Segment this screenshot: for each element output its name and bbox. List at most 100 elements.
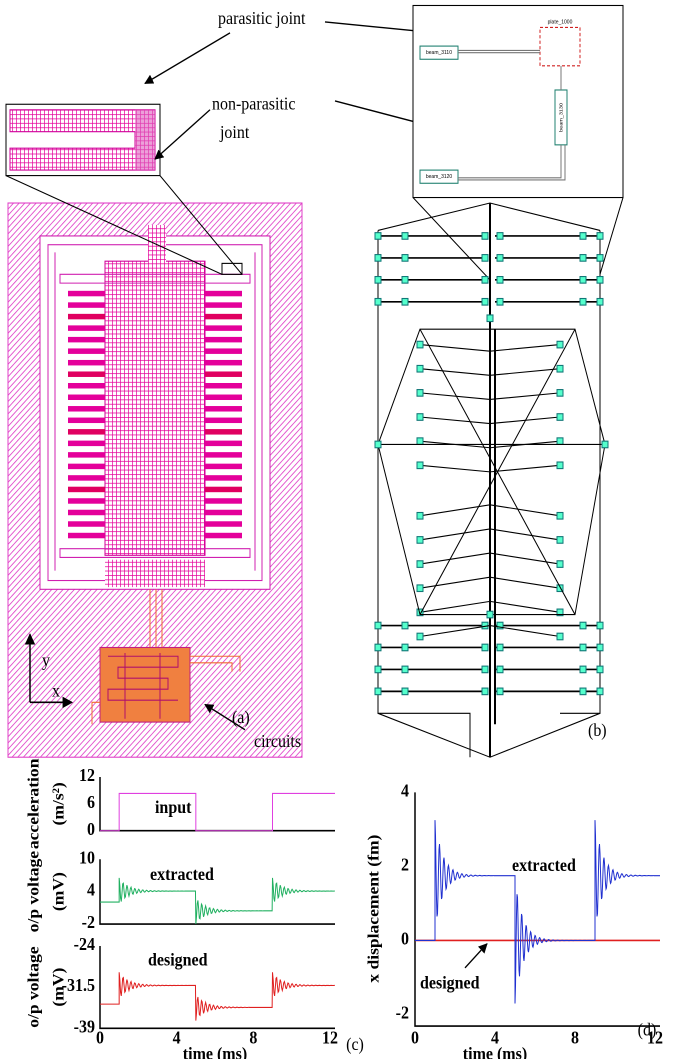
beam (419, 392, 561, 401)
beam (419, 600, 561, 613)
arrow (204, 703, 246, 731)
node (556, 340, 564, 349)
axis (99, 776, 335, 832)
finger (68, 452, 105, 458)
node (556, 461, 564, 470)
proof-mass (104, 260, 206, 556)
beam (419, 344, 561, 352)
beam (419, 169, 459, 184)
y-tick-label: 10 (79, 848, 95, 868)
finger (205, 302, 242, 308)
arrow (154, 109, 211, 160)
node (596, 621, 604, 630)
panel-label: (a) (232, 707, 250, 727)
node (486, 610, 494, 619)
node (481, 297, 489, 306)
finger (205, 290, 242, 297)
arrow (144, 32, 231, 85)
y-tick-label: 0 (87, 819, 95, 839)
node (579, 643, 587, 652)
finger (205, 348, 242, 354)
node (496, 621, 504, 630)
node (401, 232, 409, 240)
panel-c: time (ms) (c) 12 6 0 acceleration (m/s²) inpu… (24, 758, 363, 1059)
annotation: non-parasitic (212, 94, 295, 114)
panel-b: plate_1000 beam_3110 beam_3130 beam_3120… (374, 4, 624, 758)
y-tick-label: -31.5 (62, 975, 95, 995)
node (374, 665, 382, 674)
node (556, 511, 564, 520)
trace (100, 877, 335, 925)
finger (205, 475, 242, 481)
finger (205, 359, 242, 366)
panel-d: x displacement (fm) time (ms) (d) extrac… (364, 781, 663, 1059)
node (556, 608, 564, 617)
finger (68, 359, 105, 366)
x-tick-label: 0 (96, 1028, 104, 1048)
y-tick-label: 0 (401, 929, 409, 949)
finger (68, 532, 105, 539)
circuit-block (99, 646, 191, 723)
node (556, 413, 564, 421)
x-tick-label: 4 (173, 1028, 182, 1048)
finger (68, 394, 105, 401)
node (481, 687, 489, 696)
x-axis-title: time (ms) (183, 1044, 247, 1059)
axis-label: x (52, 681, 61, 701)
connection (458, 49, 566, 181)
joint (135, 109, 155, 171)
annotation: joint (219, 122, 250, 142)
annotation: circuits (254, 731, 301, 751)
finger (205, 521, 242, 527)
node (486, 314, 494, 323)
y-axis-title: o/p voltage (24, 850, 42, 932)
finger (205, 452, 242, 458)
node (481, 643, 489, 652)
node (596, 297, 604, 306)
node (596, 687, 604, 696)
node (374, 232, 382, 240)
node (556, 632, 564, 641)
node (416, 437, 424, 445)
wire (91, 655, 241, 725)
finger (205, 382, 242, 389)
axis-label: y (42, 650, 51, 670)
outline (377, 202, 601, 758)
node (416, 632, 424, 641)
y-tick-label: 12 (79, 765, 95, 785)
finger (68, 290, 105, 297)
node (401, 621, 409, 630)
y-tick-label: 4 (401, 781, 410, 801)
y-axis-title: o/p voltage (24, 946, 42, 1028)
finger (205, 417, 242, 424)
trace-label: designed (420, 973, 480, 993)
finger (205, 394, 242, 401)
x-tick-label: 12 (322, 1028, 338, 1048)
node (596, 232, 604, 240)
node (556, 389, 564, 397)
node (579, 232, 587, 240)
y-tick-label: -2 (396, 1003, 409, 1023)
node (601, 440, 609, 449)
node (481, 665, 489, 674)
spring (54, 252, 256, 571)
beam (419, 416, 561, 425)
node (556, 536, 564, 544)
schematic-label: beam_3110 (426, 50, 452, 56)
y-tick-label: -39 (74, 1017, 95, 1037)
node (416, 389, 424, 397)
inset-b (412, 4, 624, 199)
circuit-detail (107, 652, 179, 719)
node (374, 621, 382, 630)
y-tick-label: -24 (74, 934, 96, 954)
node (579, 665, 587, 674)
node (596, 643, 604, 652)
y-axis-title: (mV) (49, 872, 67, 911)
finger (68, 325, 105, 331)
trace (100, 792, 335, 832)
zoom-box (221, 262, 243, 275)
y-tick-label: 2 (401, 855, 409, 875)
finger (68, 475, 105, 481)
node (481, 232, 489, 240)
